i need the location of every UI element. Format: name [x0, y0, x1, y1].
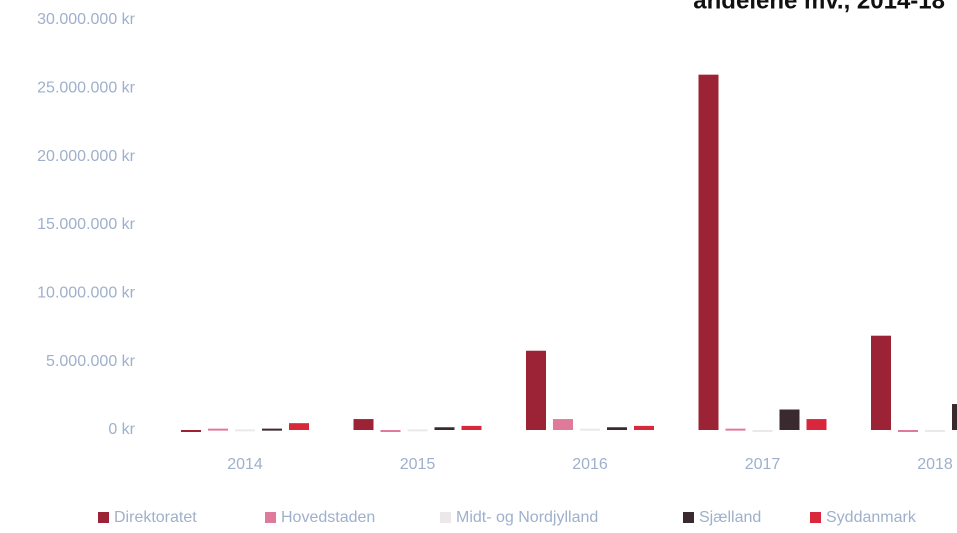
y-tick-label: 0 kr [108, 421, 135, 438]
bar [925, 430, 945, 432]
bar [752, 430, 773, 432]
x-tick-label: 2015 [400, 456, 436, 473]
bar [407, 429, 428, 432]
x-tick-label: 2016 [572, 456, 608, 473]
y-tick-label: 25.000.000 kr [37, 80, 136, 97]
y-tick-label: 15.000.000 kr [37, 216, 136, 233]
legend-label: Direktoratet [114, 509, 197, 526]
bar [181, 430, 201, 432]
bar [526, 350, 546, 430]
x-tick-label: 2018 [917, 456, 953, 473]
bar [634, 425, 654, 430]
legend-label: Hovedstaden [281, 509, 375, 526]
legend-swatch [440, 512, 451, 523]
bar [380, 430, 401, 432]
bar [952, 404, 957, 430]
x-tick-label: 2014 [227, 456, 263, 473]
x-tick-label: 2017 [745, 456, 781, 473]
legend-label: Sjælland [699, 509, 761, 526]
bar [262, 428, 282, 431]
bar [235, 429, 255, 432]
legend-swatch [810, 512, 821, 523]
bar [461, 425, 482, 430]
bar [353, 419, 374, 430]
y-tick-label: 5.000.000 kr [46, 353, 136, 370]
bar [898, 430, 918, 432]
legend-label: Midt- og Nordjylland [456, 509, 598, 526]
y-tick-label: 30.000.000 kr [37, 11, 136, 28]
bar [580, 428, 600, 431]
legend-swatch [683, 512, 694, 523]
legend-swatch [265, 512, 276, 523]
bar [208, 428, 228, 431]
bar [553, 419, 573, 430]
bar [779, 409, 800, 430]
y-tick-label: 20.000.000 kr [37, 148, 136, 165]
bar [434, 427, 455, 430]
bar [725, 428, 746, 431]
bar [289, 423, 309, 430]
legend-label: Syddanmark [826, 509, 917, 526]
bar [607, 427, 627, 430]
y-tick-label: 10.000.000 kr [37, 285, 136, 302]
bar [871, 335, 891, 430]
chart-title: andelene mv., 2014-18 [693, 0, 945, 14]
bar [806, 419, 827, 430]
legend-swatch [98, 512, 109, 523]
bar [698, 74, 719, 431]
